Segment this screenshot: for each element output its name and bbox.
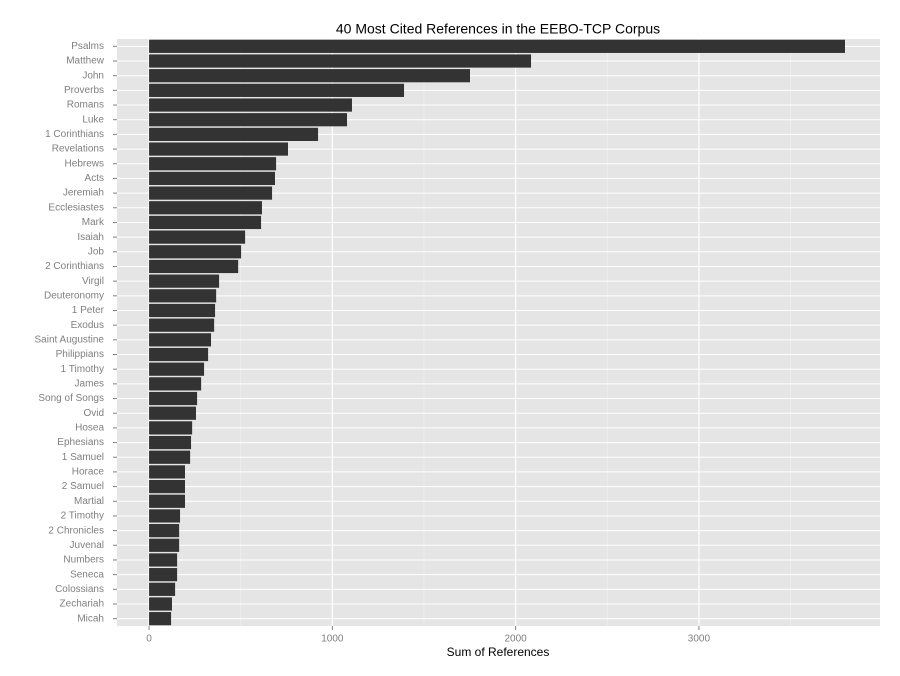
- y-tick-label: Ecclesiastes: [48, 202, 104, 213]
- y-tick-label: Romans: [67, 100, 104, 111]
- x-tick-label: 1000: [321, 634, 344, 645]
- bar: [149, 318, 215, 332]
- y-tick-label: Isaiah: [77, 232, 104, 243]
- y-tick-label: James: [75, 379, 104, 390]
- y-tick-label: 1 Corinthians: [45, 129, 104, 140]
- bar: [149, 98, 352, 112]
- bar: [149, 450, 191, 464]
- bar: [149, 538, 180, 552]
- y-tick-label: Zechariah: [60, 599, 104, 610]
- bar: [149, 377, 202, 391]
- y-tick-label: Juvenal: [70, 540, 104, 551]
- y-tick-label: 2 Timothy: [61, 511, 104, 522]
- bar: [149, 215, 262, 230]
- bar: [149, 509, 181, 523]
- bar: [149, 582, 176, 596]
- bar: [149, 201, 262, 215]
- y-tick-label: Matthew: [66, 56, 105, 67]
- bar: [149, 612, 172, 626]
- bar: [149, 142, 289, 156]
- y-tick-label: Acts: [85, 173, 104, 184]
- bar: [149, 259, 239, 274]
- y-tick-label: Philippians: [56, 349, 104, 360]
- y-tick-label: Seneca: [70, 569, 104, 580]
- y-tick-label: Hebrews: [65, 158, 104, 169]
- y-tick-label: Saint Augustine: [35, 334, 105, 345]
- y-tick-label: Ovid: [83, 408, 104, 419]
- bar: [149, 127, 319, 141]
- y-tick-label: Martial: [74, 496, 104, 507]
- y-tick-label: Psalms: [71, 41, 104, 52]
- panel: [117, 39, 880, 626]
- y-tick-label: Horace: [72, 467, 105, 478]
- y-tick-label: Proverbs: [64, 85, 104, 96]
- y-tick-label: Colossians: [55, 584, 104, 595]
- bar: [149, 465, 185, 479]
- bar: [149, 69, 470, 83]
- y-tick-label: 1 Peter: [72, 305, 105, 316]
- bar: [149, 230, 246, 244]
- y-tick-label: Revelations: [52, 144, 104, 155]
- bar: [149, 333, 212, 347]
- bar: [149, 391, 198, 406]
- y-tick-label: Jeremiah: [63, 188, 104, 199]
- y-tick-label: Luke: [82, 114, 104, 125]
- y-tick-label: John: [82, 70, 104, 81]
- bar: [149, 597, 172, 611]
- chart-title: 40 Most Cited References in the EEBO-TCP…: [336, 21, 660, 37]
- bar: [149, 54, 532, 68]
- bar: [149, 39, 845, 53]
- bar: [149, 83, 405, 97]
- x-tick-label: 0: [146, 634, 152, 645]
- bar: [149, 157, 277, 171]
- bar: [149, 347, 209, 362]
- bar: [149, 171, 275, 186]
- y-tick-label: Hosea: [75, 423, 104, 434]
- bar: [149, 113, 348, 127]
- bar: [149, 494, 185, 508]
- x-tick-label: 3000: [688, 634, 711, 645]
- y-tick-label: 1 Timothy: [61, 364, 104, 375]
- bar: [149, 274, 220, 288]
- bar: [149, 289, 217, 303]
- bar: [149, 524, 180, 538]
- bar: [149, 245, 242, 259]
- y-tick-label: Numbers: [63, 555, 104, 566]
- bar: [149, 553, 178, 567]
- y-tick-label: Exodus: [71, 320, 104, 331]
- y-tick-label: 2 Samuel: [62, 481, 104, 492]
- bar: [149, 479, 185, 494]
- bar: [149, 435, 192, 450]
- y-tick-label: 2 Corinthians: [45, 261, 104, 272]
- bar: [149, 406, 196, 420]
- y-tick-label: Deuteronomy: [44, 290, 104, 301]
- x-tick-label: 2000: [505, 634, 528, 645]
- y-tick-label: 1 Samuel: [62, 452, 104, 463]
- y-tick-label: Song of Songs: [38, 393, 104, 404]
- bar: [149, 303, 216, 318]
- y-tick-label: Virgil: [82, 276, 104, 287]
- y-tick-label: Mark: [82, 217, 105, 228]
- x-axis-label: Sum of References: [447, 645, 550, 659]
- y-tick-label: 2 Chronicles: [48, 525, 104, 536]
- y-tick-label: Micah: [77, 613, 104, 624]
- bar: [149, 568, 178, 582]
- bar: [149, 186, 273, 200]
- y-tick-label: Job: [88, 246, 105, 257]
- bar: [149, 362, 205, 376]
- bar: [149, 421, 193, 435]
- y-tick-label: Ephesians: [57, 437, 104, 448]
